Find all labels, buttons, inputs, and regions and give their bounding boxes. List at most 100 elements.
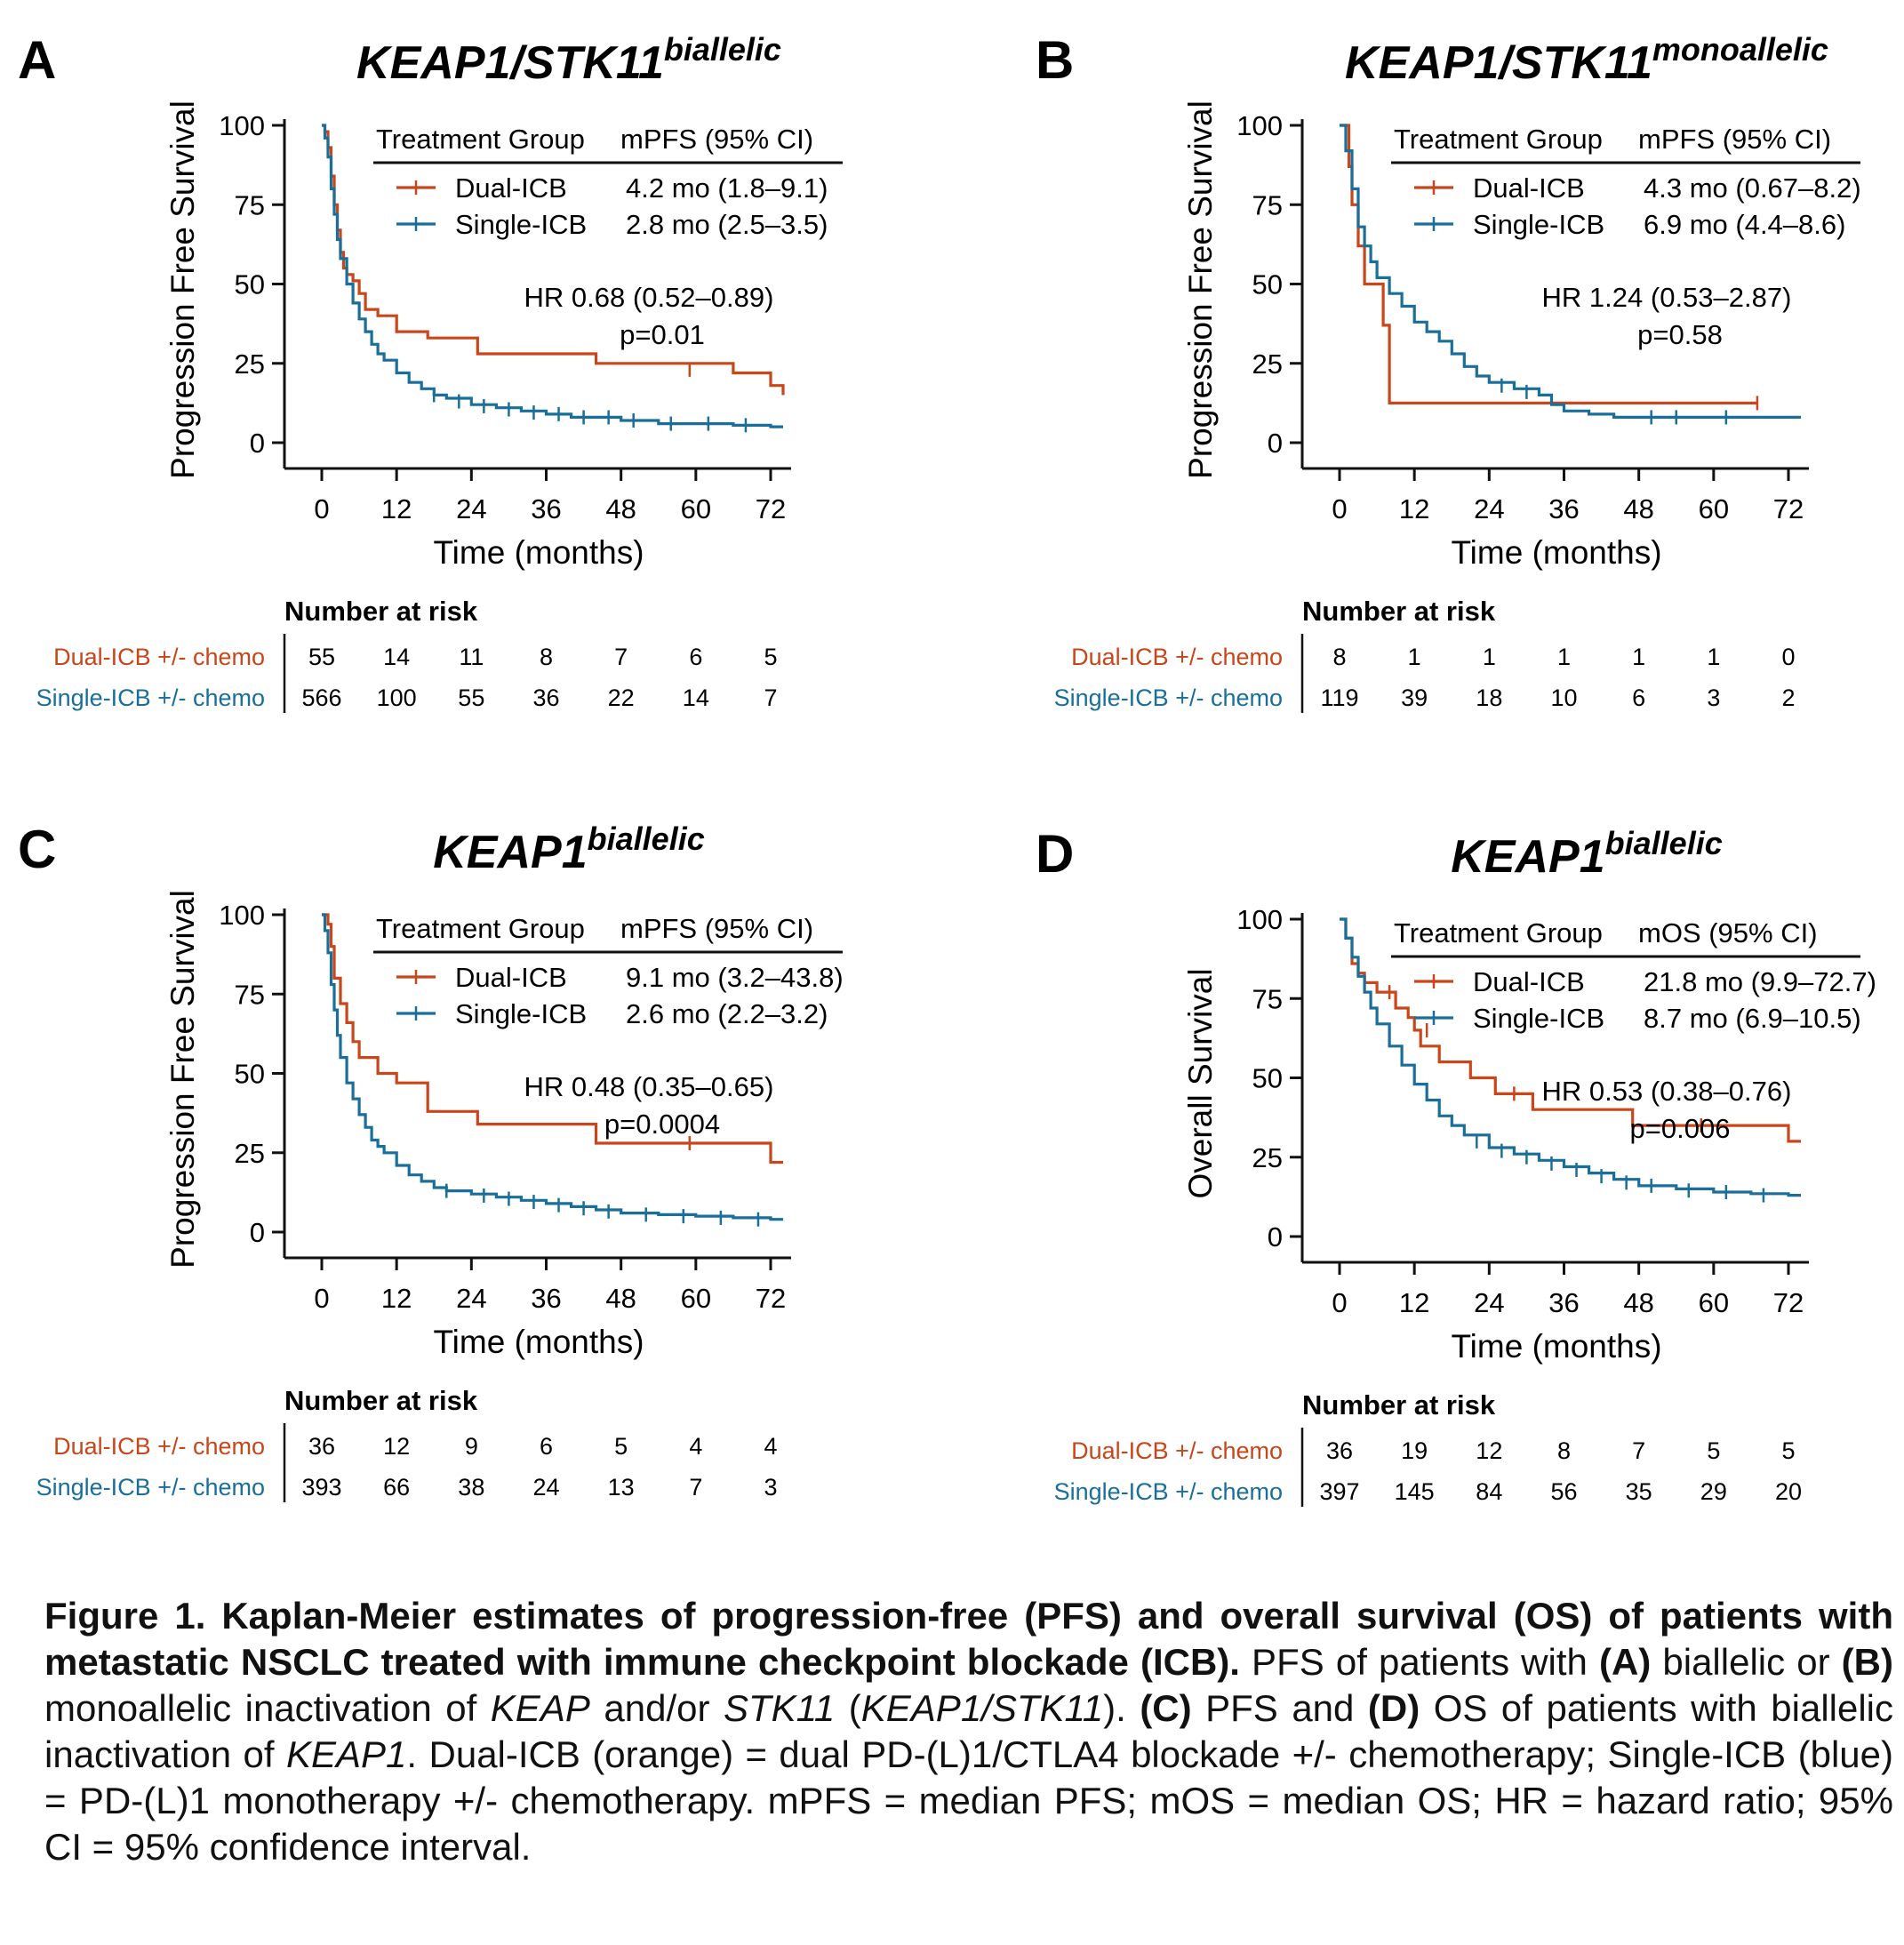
x-tick-label: 12 — [381, 493, 412, 524]
x-tick-label: 48 — [1623, 1287, 1653, 1318]
y-tick-label: 50 — [235, 269, 265, 300]
risk-count: 6 — [1632, 684, 1645, 711]
risk-count: 20 — [1775, 1478, 1802, 1505]
x-tick-label: 48 — [605, 1283, 636, 1314]
risk-count: 8 — [540, 644, 553, 670]
caption-segment: monoallelic inactivation of — [44, 1687, 491, 1729]
x-tick-label: 48 — [605, 493, 636, 524]
y-tick-label: 0 — [1268, 428, 1283, 459]
caption-segment: KEAP1/STK11 — [860, 1687, 1104, 1729]
risk-count: 393 — [301, 1474, 341, 1501]
chart-title-main: KEAP1 — [1451, 831, 1604, 883]
risk-count: 14 — [683, 684, 709, 711]
hazard-ratio: HR 0.68 (0.52–0.89) — [524, 282, 774, 313]
panel-letter: A — [18, 30, 56, 90]
risk-row-label: Single-ICB +/- chemo — [36, 1474, 265, 1501]
legend-header-group: Treatment Group — [1394, 124, 1603, 155]
legend-stat: 4.2 mo (1.8–9.1) — [626, 172, 828, 204]
risk-row-label: Single-ICB +/- chemo — [1054, 684, 1283, 711]
legend-label: Single-ICB — [1473, 209, 1604, 240]
y-axis-label: Progression Free Survival — [164, 100, 201, 479]
risk-count: 8 — [1557, 1437, 1571, 1464]
risk-count: 12 — [1476, 1437, 1502, 1464]
x-axis-label: Time (months) — [433, 1324, 644, 1360]
risk-count: 7 — [689, 1474, 702, 1501]
x-tick-label: 0 — [314, 1283, 329, 1314]
risk-count: 1 — [1483, 644, 1496, 670]
risk-count: 12 — [383, 1433, 410, 1460]
risk-count: 66 — [383, 1474, 410, 1501]
caption-body: PFS of patients with (A) biallelic or (B… — [44, 1641, 1893, 1868]
risk-count: 5 — [614, 1433, 628, 1460]
risk-count: 36 — [1326, 1437, 1353, 1464]
x-tick-label: 72 — [756, 493, 786, 524]
p-value: p=0.58 — [1637, 319, 1723, 350]
risk-row-label: Dual-ICB +/- chemo — [53, 644, 265, 670]
legend-stat: 21.8 mo (9.9–72.7) — [1644, 966, 1876, 997]
p-value: p=0.006 — [1630, 1113, 1731, 1144]
risk-count: 7 — [614, 644, 628, 670]
legend-stat: 8.7 mo (6.9–10.5) — [1644, 1003, 1861, 1034]
caption-segment: (D) — [1367, 1687, 1420, 1729]
risk-count: 13 — [608, 1474, 635, 1501]
risk-count: 8 — [1332, 644, 1346, 670]
y-tick-label: 25 — [235, 348, 265, 380]
legend-header-stat: mPFS (95% CI) — [620, 124, 813, 155]
x-axis-label: Time (months) — [1451, 534, 1661, 571]
y-tick-label: 50 — [1252, 269, 1283, 300]
risk-count: 84 — [1476, 1478, 1502, 1505]
chart-title: KEAP1/STK11monoallelic — [1345, 31, 1828, 89]
risk-count: 36 — [532, 684, 559, 711]
chart-title-superscript: biallelic — [588, 820, 705, 857]
caption-segment: ). — [1103, 1687, 1140, 1729]
hazard-ratio: HR 0.53 (0.38–0.76) — [1542, 1076, 1792, 1107]
y-tick-label: 50 — [235, 1059, 265, 1090]
risk-row-label: Single-ICB +/- chemo — [1054, 1478, 1283, 1505]
y-tick-label: 25 — [1252, 1142, 1283, 1173]
panel-letter: B — [1036, 30, 1074, 90]
risk-count: 55 — [458, 684, 484, 711]
chart-title: KEAP1/STK11biallelic — [356, 31, 781, 89]
x-tick-label: 48 — [1623, 493, 1653, 524]
risk-count: 5 — [1707, 1437, 1720, 1464]
x-axis-label: Time (months) — [433, 534, 644, 571]
risk-count: 55 — [308, 644, 335, 670]
risk-count: 397 — [1319, 1478, 1359, 1505]
legend-stat: 2.8 mo (2.5–3.5) — [626, 209, 828, 240]
y-tick-label: 25 — [1252, 348, 1283, 380]
chart-title-main: KEAP1/STK11 — [356, 37, 664, 89]
x-tick-label: 60 — [1699, 493, 1729, 524]
y-tick-label: 0 — [250, 1217, 265, 1248]
risk-table: Number at risk Dual-ICB +/- chemo 36 19 12 8 7… — [1054, 1389, 1802, 1507]
risk-table-title: Number at risk — [1302, 596, 1496, 627]
x-tick-label: 72 — [1773, 1287, 1804, 1318]
legend-stat: 2.6 mo (2.2–3.2) — [626, 998, 828, 1029]
x-tick-label: 60 — [681, 1283, 711, 1314]
caption-segment: STK11 — [723, 1687, 836, 1729]
risk-count: 10 — [1550, 684, 1577, 711]
chart-title-main: KEAP1 — [433, 827, 587, 878]
km-curve-dual-icb — [322, 124, 785, 396]
legend: Treatment Group mOS (95% CI) Dual-ICB 21.8 … — [1391, 917, 1876, 1034]
chart-title-superscript: monoallelic — [1652, 31, 1828, 68]
risk-count: 22 — [608, 684, 635, 711]
legend-label: Dual-ICB — [455, 962, 567, 993]
x-tick-label: 36 — [531, 1283, 561, 1314]
panel-letter: C — [18, 820, 56, 879]
y-tick-label: 25 — [235, 1138, 265, 1169]
legend-label: Single-ICB — [455, 209, 587, 240]
risk-count: 11 — [459, 644, 484, 670]
caption-segment: PFS of patients with — [1239, 1641, 1599, 1683]
x-tick-label: 12 — [1399, 493, 1429, 524]
x-tick-label: 0 — [1332, 1287, 1347, 1318]
risk-count: 18 — [1476, 684, 1502, 711]
risk-row-label: Single-ICB +/- chemo — [36, 684, 265, 711]
y-tick-label: 100 — [219, 900, 265, 931]
risk-row-label: Dual-ICB +/- chemo — [1071, 1437, 1283, 1464]
x-tick-label: 36 — [531, 493, 561, 524]
